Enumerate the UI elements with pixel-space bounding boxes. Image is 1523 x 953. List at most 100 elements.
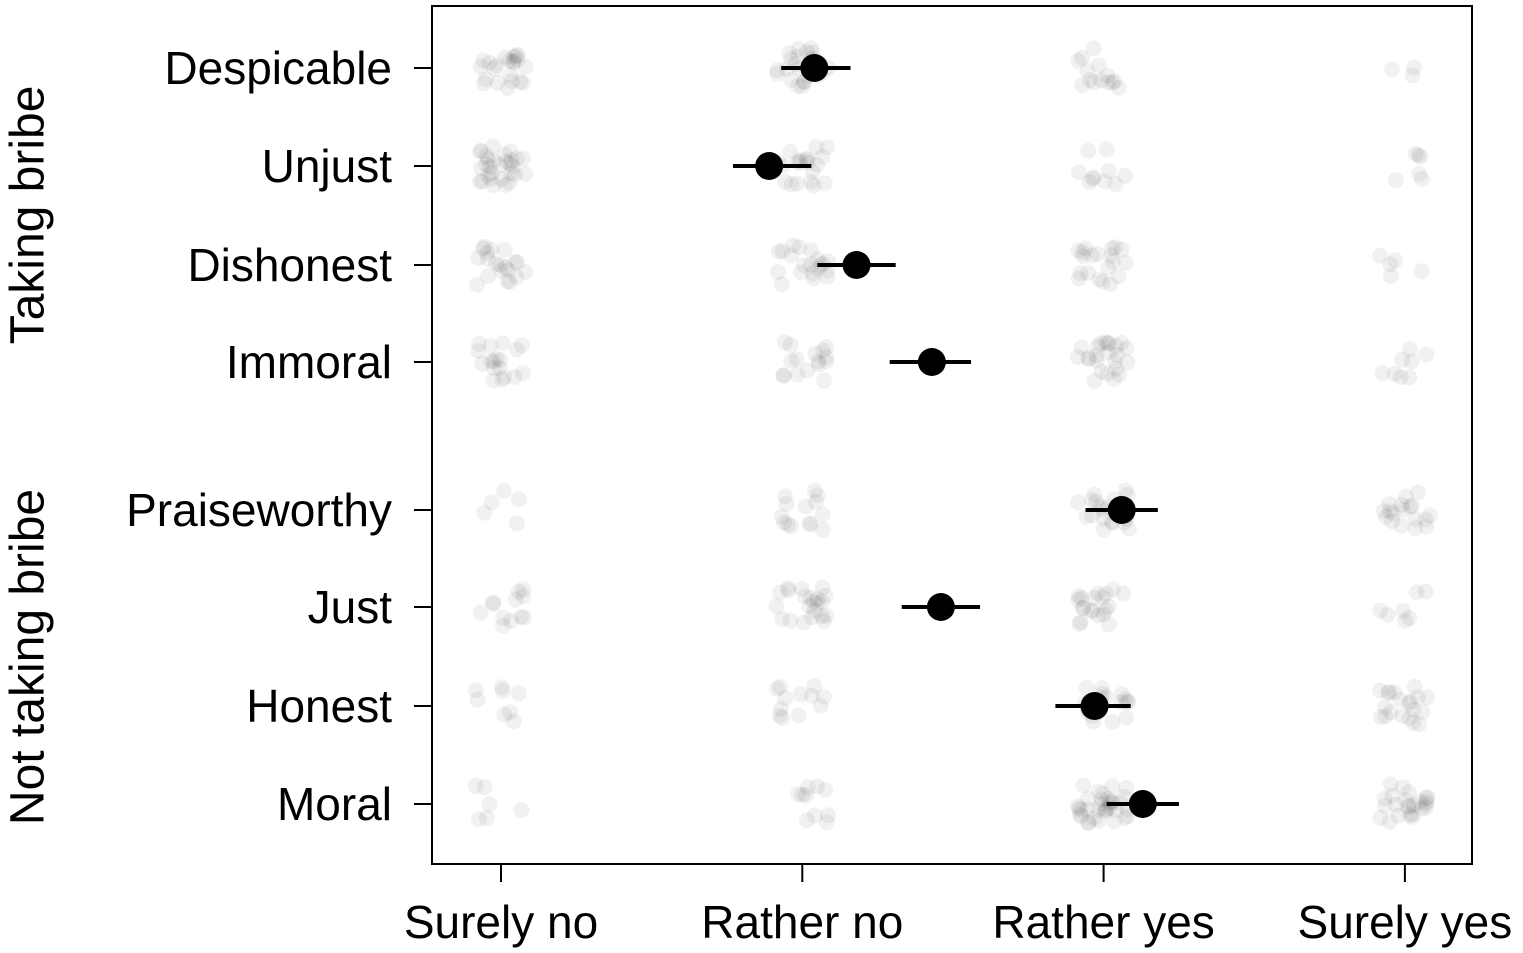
- jitter-point: [517, 58, 534, 75]
- jitter-point: [1375, 503, 1392, 519]
- jitter-point: [1404, 806, 1421, 823]
- jitter-point: [478, 148, 495, 164]
- jitter-point: [1086, 589, 1102, 606]
- jitter-point: [1405, 59, 1422, 76]
- jitter-point: [806, 807, 823, 824]
- jitter-point: [484, 138, 501, 155]
- jitter-point: [802, 590, 819, 607]
- jitter-point: [1385, 505, 1402, 522]
- jitter-point: [776, 514, 792, 531]
- jitter-point: [812, 697, 829, 714]
- jitter-point: [1413, 800, 1430, 817]
- jitter-point: [793, 580, 810, 597]
- jitter-point: [1075, 248, 1092, 265]
- jitter-point: [1100, 335, 1117, 351]
- jitter-point: [779, 516, 796, 533]
- jitter-point: [1395, 602, 1412, 619]
- jitter-point: [814, 148, 831, 165]
- jitter-point: [1402, 498, 1419, 515]
- jitter-point: [1117, 254, 1134, 271]
- jitter-point: [1074, 49, 1091, 66]
- jitter-point: [1384, 513, 1401, 530]
- jitter-point: [789, 175, 806, 192]
- jitter-point: [1397, 612, 1414, 629]
- jitter-point: [782, 143, 799, 160]
- jitter-point: [773, 276, 790, 293]
- jitter-point: [796, 588, 813, 605]
- jitter-point: [485, 372, 502, 389]
- jitter-point: [471, 335, 487, 352]
- jitter-point: [513, 802, 530, 818]
- jitter-point: [1419, 789, 1436, 806]
- jitter-points: [467, 40, 1438, 831]
- jitter-point: [485, 596, 502, 612]
- jitter-point: [1407, 511, 1424, 527]
- jitter-point: [803, 609, 820, 626]
- jitter-point: [481, 159, 498, 175]
- jitter-point: [772, 584, 789, 601]
- jitter-point: [790, 48, 806, 65]
- x-tick-label: Rather yes: [992, 896, 1214, 948]
- jitter-point: [768, 680, 785, 697]
- jitter-point: [515, 581, 532, 598]
- jitter-point: [483, 352, 500, 369]
- jitter-point: [1070, 494, 1087, 511]
- jitter-point: [1113, 334, 1130, 351]
- jitter-point: [777, 173, 794, 190]
- jitter-point: [491, 157, 508, 174]
- jitter-point: [816, 372, 832, 389]
- jitter-point: [501, 52, 518, 69]
- jitter-point: [783, 51, 800, 68]
- jitter-point: [503, 152, 520, 169]
- jitter-point: [1080, 264, 1096, 281]
- jitter-point: [493, 171, 510, 187]
- jitter-point: [1094, 273, 1111, 290]
- jitter-point: [1402, 694, 1419, 710]
- jitter-point: [501, 174, 518, 191]
- jitter-point: [480, 167, 497, 184]
- jitter-point: [1080, 349, 1097, 366]
- jitter-point: [495, 609, 512, 626]
- mean-point-immoral: [917, 348, 946, 376]
- jitter-point: [769, 65, 785, 82]
- jitter-point: [799, 362, 816, 379]
- jitter-point: [1374, 365, 1391, 382]
- jitter-point: [1099, 365, 1116, 382]
- jitter-point: [1088, 352, 1105, 369]
- jitter-point: [1094, 589, 1111, 606]
- jitter-point: [1411, 716, 1428, 733]
- jitter-point: [476, 238, 493, 255]
- jitter-point: [1404, 808, 1421, 825]
- jitter-point: [1078, 679, 1095, 696]
- jitter-point: [1372, 682, 1388, 699]
- jitter-point: [810, 353, 827, 370]
- jitter-point: [818, 349, 835, 366]
- jitter-point: [1072, 806, 1088, 823]
- jitter-point: [479, 151, 496, 168]
- jitter-point: [768, 598, 785, 614]
- jitter-point: [486, 60, 503, 77]
- jitter-point: [1079, 801, 1096, 818]
- jitter-point: [475, 52, 492, 69]
- jitter-point: [1110, 79, 1127, 96]
- jitter-point: [1071, 615, 1088, 632]
- jitter-point: [1073, 339, 1090, 356]
- jitter-point: [496, 241, 513, 258]
- jitter-point: [1400, 784, 1417, 801]
- jitter-point: [515, 609, 532, 626]
- jitter-point: [476, 75, 492, 92]
- jitter-point: [1401, 807, 1418, 823]
- jitter-point: [1089, 585, 1106, 602]
- jitter-point: [492, 352, 509, 369]
- jitter-point: [1096, 803, 1113, 819]
- jitter-point: [778, 496, 795, 512]
- jitter-point: [1405, 701, 1422, 718]
- jitter-point: [815, 612, 832, 629]
- jitter-point: [1372, 709, 1389, 726]
- jitter-point: [1074, 244, 1091, 261]
- jitter-point: [1376, 790, 1393, 807]
- jitter-point: [1080, 790, 1097, 807]
- jitter-point: [1116, 167, 1133, 184]
- jitter-point: [1418, 518, 1435, 535]
- jitter-point: [805, 270, 822, 287]
